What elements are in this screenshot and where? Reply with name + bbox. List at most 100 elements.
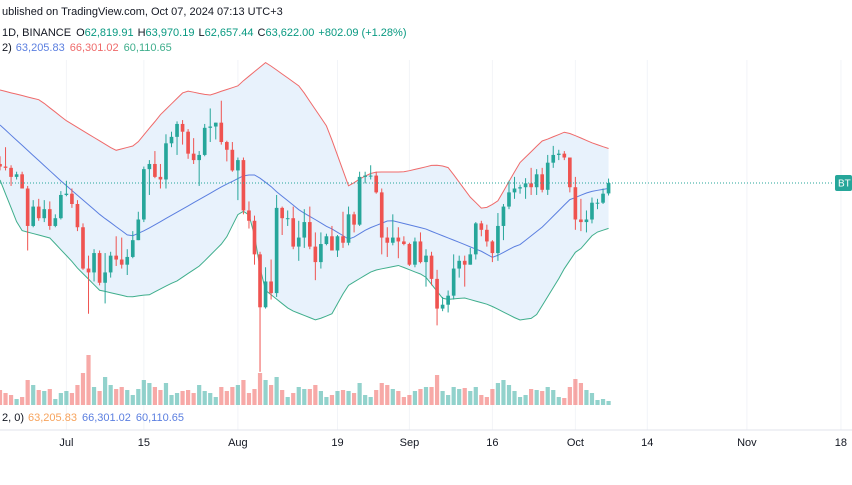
candle-body [579, 219, 583, 223]
candle-body [473, 223, 478, 255]
candle-body [197, 154, 201, 161]
volume-bar [407, 395, 412, 405]
candle-body [435, 278, 439, 309]
candle-body [81, 227, 85, 269]
candle-body [225, 142, 229, 150]
band-line [0, 179, 609, 321]
price-label: BT [838, 179, 851, 190]
x-tick-label: Aug [228, 437, 248, 449]
candle-body [119, 259, 124, 265]
x-tick-label: 18 [835, 437, 847, 449]
volume-bar [423, 387, 429, 405]
candle-body [47, 209, 52, 226]
volume-bar [385, 385, 390, 405]
volume-bar [252, 389, 257, 405]
volume-bar [174, 393, 180, 405]
volume-bar [8, 395, 14, 405]
candle-body [230, 149, 235, 171]
volume-bar [268, 385, 274, 405]
volume-bar [578, 383, 584, 405]
candle-body [534, 174, 539, 188]
x-tick-label: 16 [486, 437, 498, 449]
volume-bar [75, 385, 80, 405]
volume-bar [540, 391, 545, 405]
volume-bar [484, 397, 489, 405]
candle-body [147, 163, 152, 170]
volume-bar [257, 373, 263, 405]
x-tick-label: Jul [59, 437, 73, 449]
candle-body [186, 131, 190, 154]
volume-bar [69, 393, 75, 405]
candle-body [512, 188, 517, 193]
legend-text: 2) [2, 42, 12, 54]
candle-body [324, 236, 329, 245]
legend-text: H [138, 27, 146, 39]
candle-body [424, 255, 428, 263]
candle-body [108, 255, 113, 273]
volume-bar [506, 385, 512, 405]
volume-bar [213, 397, 218, 405]
candle-body [413, 241, 417, 265]
volume-bar [191, 393, 196, 405]
candle-body [501, 206, 506, 226]
volume-bar [451, 387, 456, 405]
volume-bar [114, 389, 119, 405]
candle-body [352, 214, 356, 225]
legend-text: C [258, 27, 266, 39]
legend-text: 66,301.02 [70, 42, 119, 54]
candle-body [330, 236, 334, 251]
volume-bar [169, 395, 174, 405]
candle-body [258, 254, 262, 308]
volume-bar [357, 383, 362, 405]
volume-bar [119, 387, 124, 405]
candle-body [590, 202, 594, 220]
candle-body [573, 187, 578, 220]
volume-bar [158, 390, 163, 405]
legend-text: L [198, 27, 204, 39]
candle-body [357, 176, 362, 225]
volume-bar [551, 390, 556, 405]
candle-body [291, 218, 296, 247]
price-label-box [835, 175, 852, 192]
volume-bar [529, 389, 534, 405]
candle-body [440, 304, 445, 309]
candle-body [158, 176, 163, 180]
candle-body [136, 219, 141, 241]
candle-body [319, 244, 323, 263]
legend-text: 63,970.19 [146, 27, 195, 39]
candle-body [496, 225, 500, 254]
volume-bar [80, 373, 86, 405]
volume-bar [197, 385, 202, 405]
volume-bar [64, 391, 69, 405]
volume-bar [58, 393, 63, 405]
candle-body [379, 192, 384, 238]
candle-body [507, 192, 511, 207]
volume-bar [595, 400, 600, 405]
candle-body [479, 223, 484, 230]
x-tick-label: 15 [138, 437, 150, 449]
candle-body [64, 193, 69, 195]
volume-bar [335, 391, 340, 405]
candle-body [540, 174, 545, 190]
volume-bar [418, 389, 423, 405]
candle-body [595, 202, 600, 204]
candle-body [42, 209, 47, 219]
candle-body [601, 193, 605, 203]
candle-body [468, 254, 473, 265]
candle-body [446, 295, 450, 305]
legend-text: 66,301.02 [82, 412, 131, 424]
candle-body [191, 153, 196, 161]
legend-text: 63,205.83 [28, 412, 77, 424]
volume-bar [363, 395, 368, 405]
volume-bar [47, 389, 52, 405]
volume-bar [390, 389, 395, 405]
volume-bar [468, 391, 473, 405]
candle-body [208, 126, 213, 128]
candle-body [153, 163, 157, 177]
x-tick-label: Oct [567, 437, 584, 449]
candle-body [25, 188, 30, 226]
candle-body [59, 194, 63, 219]
candle-body [14, 174, 19, 177]
candle-body [247, 210, 251, 221]
